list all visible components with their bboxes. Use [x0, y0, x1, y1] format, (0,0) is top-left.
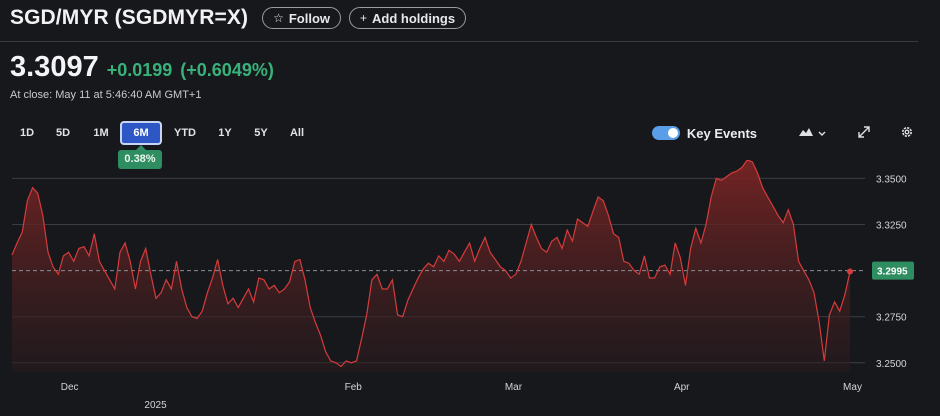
plus-icon: +: [360, 11, 368, 25]
y-tick-label: 3.3250: [876, 221, 907, 232]
x-tick-label: Dec: [61, 382, 79, 393]
price-change: +0.0199: [106, 60, 173, 80]
toggle-knob: [667, 128, 678, 138]
follow-label: Follow: [288, 10, 331, 26]
range-5y[interactable]: 5Y: [254, 127, 268, 139]
add-holdings-label: Add holdings: [372, 10, 456, 26]
y-tick-label: 3.2750: [876, 313, 907, 324]
range-6m[interactable]: 6M: [120, 121, 162, 145]
chevron-down-icon[interactable]: [818, 126, 826, 140]
range-ytd[interactable]: YTD: [174, 127, 196, 139]
y-axis: 3.3500 3.3250 3.2750 3.2500: [876, 174, 907, 369]
y-tick-label: 3.2500: [876, 359, 907, 370]
y-tick-label: 3.3500: [876, 174, 907, 185]
x-tick-label: 2025: [144, 400, 167, 411]
x-tick-label: Mar: [505, 382, 523, 393]
expand-icon[interactable]: [858, 125, 870, 141]
add-holdings-button[interactable]: + Add holdings: [349, 7, 467, 29]
x-axis: Dec 2025 Feb Mar Apr May: [61, 382, 862, 411]
current-value-label: 3.2995: [877, 267, 908, 278]
gear-icon[interactable]: [900, 125, 914, 142]
price-area: [12, 160, 850, 372]
current-value-badge: [872, 261, 914, 280]
current-price: 3.3097: [10, 51, 99, 83]
header-divider: [0, 41, 918, 42]
range-5d[interactable]: 5D: [55, 127, 71, 139]
follow-button[interactable]: ☆ Follow: [262, 7, 342, 29]
key-events-toggle[interactable]: [651, 126, 680, 140]
last-price-dot: [847, 268, 853, 275]
range-selector: 1D 5D 1M 6M YTD 1Y 5Y All: [10, 120, 314, 146]
key-events-label: Key Events: [686, 125, 757, 141]
range-all[interactable]: All: [289, 127, 305, 139]
star-icon: ☆: [273, 11, 284, 25]
range-1d[interactable]: 1D: [19, 127, 35, 139]
range-change-badge: 0.38%: [118, 145, 162, 169]
range-1m[interactable]: 1M: [93, 127, 109, 139]
x-tick-label: May: [843, 382, 862, 393]
mountain-chart-icon[interactable]: [799, 126, 813, 140]
chart-toolbar: Key Events: [651, 120, 914, 146]
quote-summary: 3.3097 +0.0199 (+0.6049%): [10, 51, 274, 84]
price-line: [11, 160, 851, 368]
range-1y[interactable]: 1Y: [218, 127, 232, 139]
price-chart[interactable]: 3.3500 3.3250 3.2750 3.2500 3.2995 Dec 2025 F…: [0, 160, 940, 416]
x-tick-label: Apr: [674, 382, 690, 393]
close-timestamp: At close: May 11 at 5:46:40 AM GMT+1: [10, 89, 202, 101]
x-tick-label: Feb: [345, 382, 363, 393]
page-title: SGD/MYR (SGDMYR=X): [10, 6, 249, 29]
price-change-percent: (+0.6049%): [180, 60, 274, 80]
header: SGD/MYR (SGDMYR=X) ☆ Follow + Add holdin…: [10, 6, 467, 30]
